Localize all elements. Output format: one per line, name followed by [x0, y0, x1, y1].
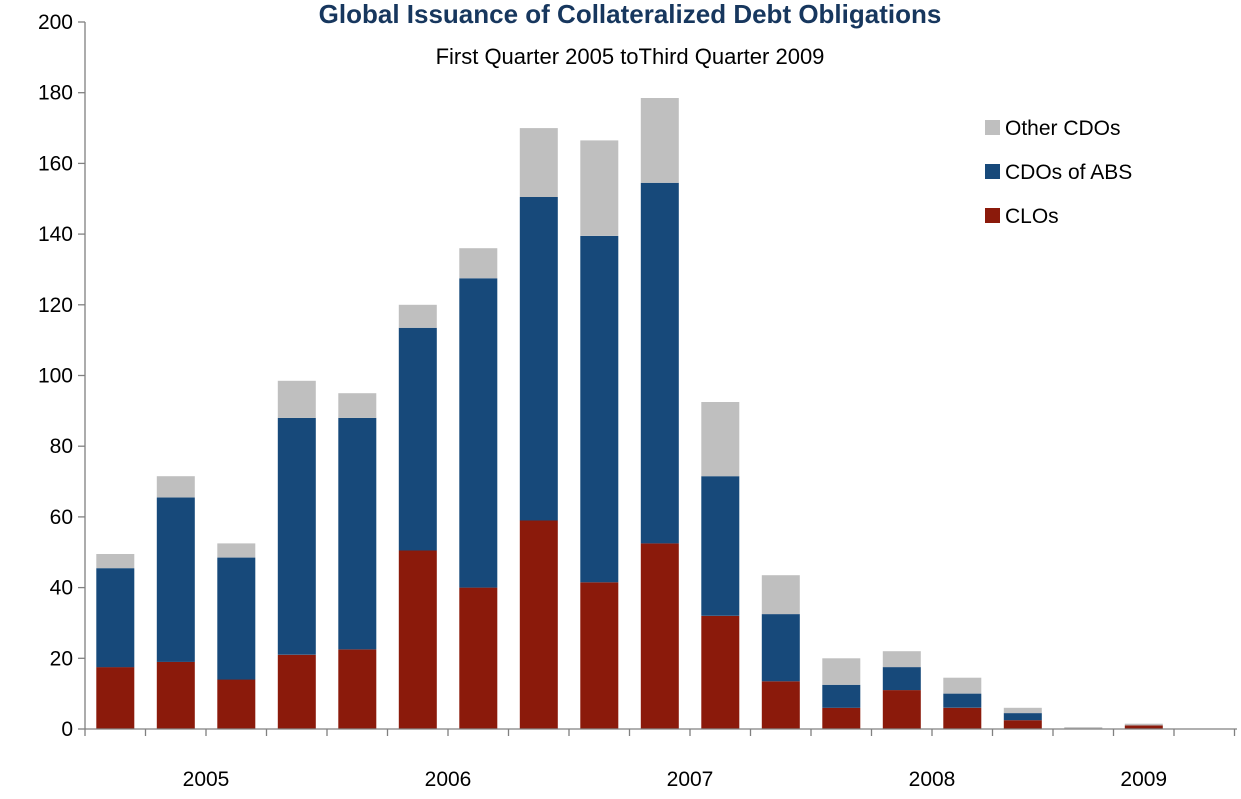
bar-clos-8: [580, 582, 619, 729]
bar-clos-5: [398, 550, 437, 729]
bar-other-cdos-15: [1003, 707, 1042, 714]
bar-clos-7: [519, 520, 558, 729]
y-tick-label-60: 60: [50, 506, 73, 529]
bar-other-cdos-3: [277, 380, 316, 418]
bar-clos-10: [701, 615, 740, 729]
chart-title: Global Issuance of Collateralized Debt O…: [319, 0, 942, 29]
bar-other-cdos-17: [1124, 723, 1163, 726]
bar-clos-17: [1124, 725, 1163, 729]
bar-cdos-of-abs-9: [640, 182, 679, 544]
bar-other-cdos-14: [943, 677, 982, 694]
legend: Other CDOs CDOs of ABS CLOs: [985, 117, 1132, 228]
bar-cdos-of-abs-4: [338, 417, 377, 650]
bar-cdos-of-abs-8: [580, 235, 619, 583]
bar-cdos-of-abs-13: [882, 667, 921, 691]
bar-clos-15: [1003, 720, 1042, 729]
legend-swatch-cdos-of-abs: [985, 164, 1000, 179]
y-tick-label-200: 200: [38, 11, 73, 34]
y-tick-label-120: 120: [38, 294, 73, 317]
legend-swatch-clos: [985, 208, 1000, 223]
bar-cdos-of-abs-14: [943, 693, 982, 708]
bar-other-cdos-8: [580, 140, 619, 236]
axes-group: 0 20 40 60 80 100 120 140 160 180 200 2005 2006 2007 2…: [38, 11, 1237, 791]
bar-clos-2: [217, 679, 256, 729]
bar-cdos-of-abs-11: [761, 614, 800, 682]
bar-clos-11: [761, 681, 800, 729]
bar-other-cdos-6: [459, 248, 498, 279]
bar-cdos-of-abs-5: [398, 327, 437, 551]
x-year-label-2009: 2009: [1120, 768, 1167, 791]
bar-cdos-of-abs-2: [217, 557, 256, 680]
bar-clos-1: [156, 661, 195, 729]
bar-clos-9: [640, 543, 679, 729]
y-tick-label-20: 20: [50, 647, 73, 670]
bar-cdos-of-abs-10: [701, 476, 740, 616]
y-tick-label-0: 0: [61, 718, 73, 741]
bar-cdos-of-abs-1: [156, 497, 195, 662]
chart-subtitle: First Quarter 2005 toThird Quarter 2009: [436, 44, 825, 69]
y-tick-label-100: 100: [38, 365, 73, 388]
legend-swatch-other-cdos: [985, 120, 1000, 135]
legend-label-other-cdos: Other CDOs: [1005, 117, 1121, 140]
y-tick-label-140: 140: [38, 223, 73, 246]
bar-clos-12: [822, 707, 861, 729]
bar-cdos-of-abs-3: [277, 417, 316, 655]
x-year-label-2008: 2008: [909, 768, 956, 791]
bar-clos-13: [882, 690, 921, 729]
legend-label-clos: CLOs: [1005, 205, 1059, 228]
bar-other-cdos-4: [338, 393, 377, 418]
bar-cdos-of-abs-0: [96, 568, 135, 668]
x-year-label-2007: 2007: [667, 768, 714, 791]
bar-cdos-of-abs-7: [519, 197, 558, 521]
y-tick-label-180: 180: [38, 82, 73, 105]
x-year-label-2005: 2005: [183, 768, 230, 791]
bar-clos-6: [459, 587, 498, 729]
bar-other-cdos-13: [882, 651, 921, 668]
bar-other-cdos-1: [156, 476, 195, 498]
bar-other-cdos-11: [761, 575, 800, 615]
bars-group: [96, 98, 1163, 729]
bar-other-cdos-0: [96, 554, 135, 569]
bar-other-cdos-5: [398, 304, 437, 328]
bar-cdos-of-abs-6: [459, 278, 498, 588]
legend-label-cdos-of-abs: CDOs of ABS: [1005, 161, 1132, 184]
y-tick-label-80: 80: [50, 435, 73, 458]
x-year-label-2006: 2006: [425, 768, 472, 791]
bar-other-cdos-7: [519, 128, 558, 197]
bar-other-cdos-2: [217, 543, 256, 558]
y-tick-label-40: 40: [50, 577, 73, 600]
bar-other-cdos-9: [640, 98, 679, 183]
bar-other-cdos-12: [822, 658, 861, 685]
bar-clos-14: [943, 707, 982, 729]
y-tick-label-160: 160: [38, 152, 73, 175]
bar-clos-3: [277, 654, 316, 729]
bar-cdos-of-abs-12: [822, 684, 861, 708]
bar-cdos-of-abs-15: [1003, 713, 1042, 721]
bar-other-cdos-16: [1064, 727, 1103, 729]
bar-clos-4: [338, 649, 377, 729]
bar-clos-0: [96, 667, 135, 729]
bar-other-cdos-10: [701, 402, 740, 477]
